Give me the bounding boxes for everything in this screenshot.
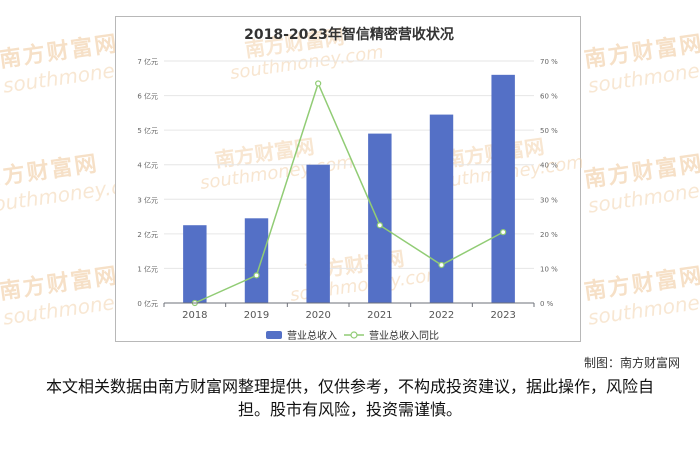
yoy-line bbox=[194, 81, 504, 304]
chart-credit: 制图：南方财富网 bbox=[583, 356, 680, 370]
x-tick-label: 2021 bbox=[367, 310, 392, 321]
chart-title: 2018-2023年智信精密营收状况 bbox=[244, 26, 454, 43]
legend-label-revenue: 营业总收入 bbox=[287, 329, 337, 342]
watermark-top-right: 南方财富网 southmoney.com bbox=[582, 18, 700, 97]
legend-bar-swatch bbox=[266, 331, 282, 339]
y-tick-label: 6 亿元 bbox=[137, 92, 158, 101]
y2-tick-label: 10 % bbox=[540, 265, 558, 273]
x-tick-label: 2019 bbox=[244, 310, 269, 321]
revenue-bar bbox=[306, 164, 330, 303]
y2-tick-label: 40 % bbox=[540, 162, 558, 170]
y-tick-label: 7 亿元 bbox=[137, 57, 158, 66]
revenue-bar bbox=[429, 114, 454, 303]
watermark-low-right: 南方财富网 southmoney.com bbox=[582, 250, 700, 329]
y-tick-label: 4 亿元 bbox=[137, 161, 158, 170]
disclaimer-text: 本文相关数据由南方财富网整理提供，仅供参考，不构成投资建议，据此操作，风险自担。… bbox=[45, 377, 654, 419]
y-tick-label: 3 亿元 bbox=[137, 195, 158, 204]
revenue-bar bbox=[183, 225, 207, 303]
y-tick-label: 0 亿元 bbox=[137, 299, 158, 308]
y-tick-label: 2 亿元 bbox=[137, 230, 158, 239]
revenue-bar bbox=[491, 74, 515, 303]
revenue-bar bbox=[368, 133, 392, 303]
revenue-chart: 南方财富网 southmoney.com 南方财富网 southmoney.co… bbox=[137, 24, 582, 342]
legend-item-revenue[interactable]: 营业总收入 bbox=[266, 329, 337, 342]
x-tick-label: 2018 bbox=[182, 310, 207, 321]
legend-line-marker bbox=[350, 331, 358, 339]
chart-frame: 南方财富网 southmoney.com 南方财富网 southmoney.co… bbox=[115, 16, 582, 342]
x-tick-label: 2023 bbox=[490, 310, 515, 321]
yoy-point bbox=[315, 80, 322, 87]
yoy-point bbox=[500, 229, 507, 236]
yoy-point bbox=[438, 261, 445, 269]
y2-tick-label: 70 % bbox=[540, 58, 558, 66]
yoy-point bbox=[253, 272, 260, 279]
y2-tick-label: 50 % bbox=[540, 127, 558, 135]
axes: 0 亿元 0 % 1 亿元 10 % 2 亿元 20 % 3 亿元 30 % 4 亿元 40 % 5… bbox=[137, 57, 558, 321]
legend-label-yoy: 营业总收入同比 bbox=[369, 329, 439, 342]
legend-item-yoy[interactable]: 营业总收入同比 bbox=[344, 329, 439, 342]
legend[interactable]: 营业总收入 营业总收入同比 bbox=[266, 329, 439, 342]
y2-tick-label: 20 % bbox=[540, 231, 558, 239]
yoy-point bbox=[376, 222, 383, 229]
y-tick-label: 5 亿元 bbox=[137, 126, 158, 135]
y2-tick-label: 60 % bbox=[540, 93, 558, 101]
watermark-mid-right: 南方财富网 southmoney.com bbox=[582, 138, 700, 217]
y-tick-label: 1 亿元 bbox=[137, 264, 158, 273]
y2-tick-label: 0 % bbox=[540, 300, 554, 308]
revenue-bar bbox=[244, 218, 269, 303]
x-tick-label: 2020 bbox=[305, 310, 330, 321]
y2-tick-label: 30 % bbox=[540, 196, 558, 204]
bar-series bbox=[183, 74, 515, 303]
x-tick-label: 2022 bbox=[429, 310, 454, 321]
